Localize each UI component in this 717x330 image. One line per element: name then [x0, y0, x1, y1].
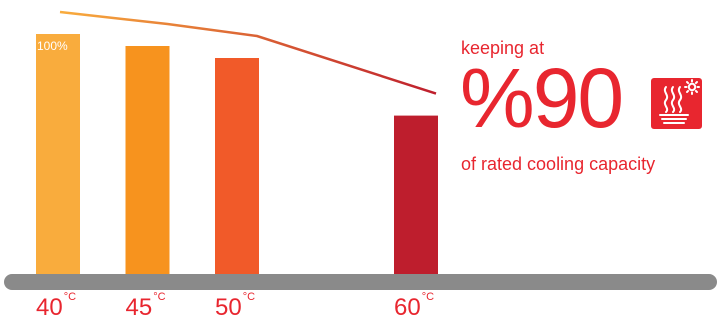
trend-line [59, 10, 437, 95]
chart-baseline [4, 274, 717, 290]
callout-caption: of rated cooling capacity [461, 154, 656, 174]
bar-50 [215, 58, 259, 276]
callout-percentage: %90 [460, 51, 624, 145]
x-tick-label-50: 50°C [215, 291, 256, 321]
bar-60 [394, 115, 438, 276]
bar-40 [36, 34, 80, 276]
x-tick-label-60: 60°C [394, 291, 435, 321]
callout-intro-text: keeping at [461, 38, 545, 58]
bar-45 [125, 46, 170, 276]
bar-data-label-40: 100% [37, 39, 68, 53]
x-tick-label-45: 45°C [125, 291, 166, 321]
heat-waves-sun-icon [651, 78, 702, 129]
x-tick-label-40: 40°C [36, 291, 77, 321]
